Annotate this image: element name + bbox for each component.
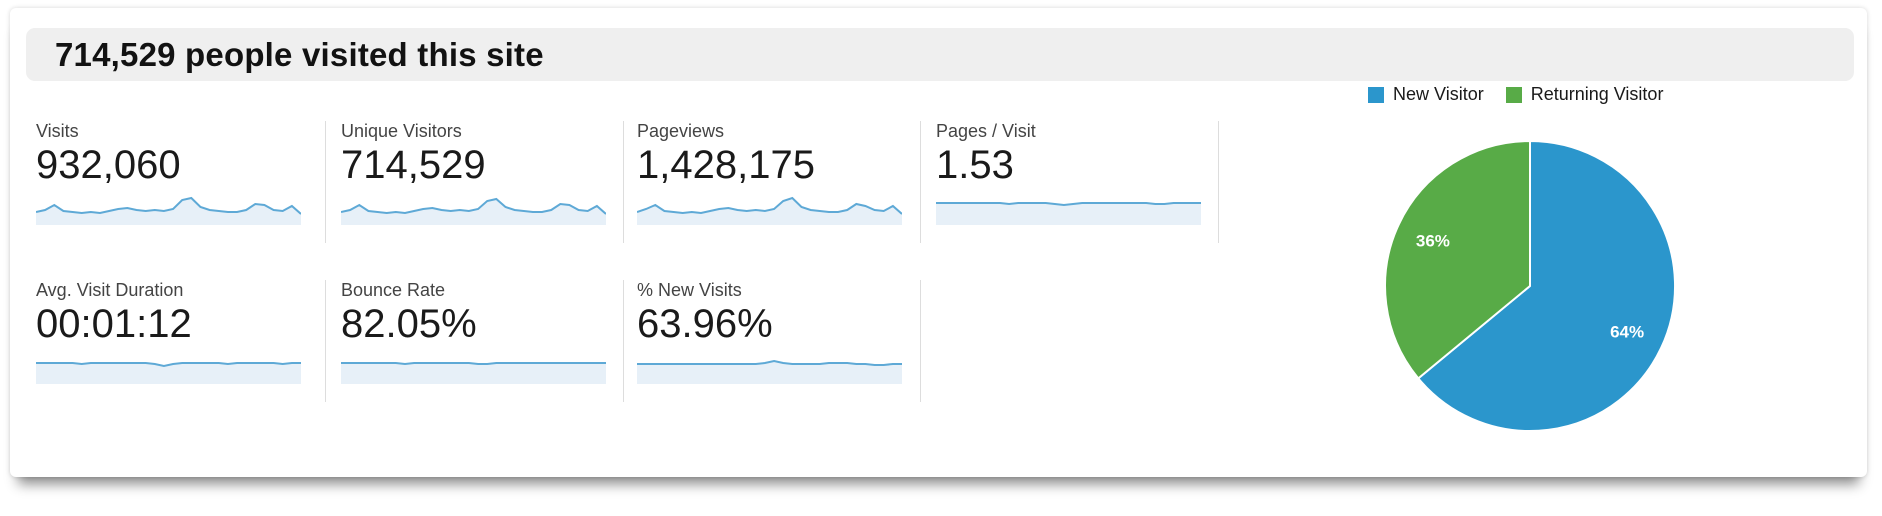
sparkline-fill [637,361,902,384]
metric-label: Unique Visitors [341,121,462,141]
pie-slice-label: 36% [1416,231,1450,250]
metric-value: 932,060 [36,143,181,187]
legend-item-returning-visitor: Returning Visitor [1505,84,1664,105]
sparkline-fill [36,198,301,225]
metric-pages-per-visit[interactable]: Pages / Visit 1.53 [936,121,1219,243]
metric-value: 63.96% [637,302,773,346]
sparkline-chart [637,359,902,384]
metric-pageviews[interactable]: Pageviews 1,428,175 [637,121,921,243]
metric-avg-visit-duration[interactable]: Avg. Visit Duration 00:01:12 [36,280,326,402]
metric-percent-new-visits[interactable]: % New Visits 63.96% [637,280,921,402]
pie-chart: 64% 36% [1384,140,1677,432]
new-visitor-swatch-icon [1368,86,1384,103]
sparkline-line [637,196,902,215]
sparkline-fill [637,198,902,225]
pie-slice-label: 64% [1610,323,1644,342]
metric-value: 1,428,175 [637,143,815,187]
page-title: 714,529 people visited this site [55,36,544,73]
sparkline-line [936,202,1201,207]
analytics-overview-card: 714,529 people visited this site Visits … [10,8,1867,477]
sparkline-line [341,362,606,366]
pie-legend: New Visitor Returning Visitor [1368,84,1685,105]
pie-slice-returning-visitor[interactable] [1384,140,1531,380]
sparkline-fill [341,199,606,225]
sparkline-chart [36,362,301,384]
metric-label: % New Visits [637,280,742,300]
metric-visits[interactable]: Visits 932,060 [36,121,326,243]
legend-label: Returning Visitor [1530,84,1664,104]
metric-value: 1.53 [936,143,1014,187]
sparkline-chart [341,362,606,384]
sparkline-chart [36,196,301,225]
metric-value: 714,529 [341,143,486,187]
visitors-summary-header: 714,529 people visited this site [26,28,1854,81]
metric-label: Pageviews [637,121,725,141]
metric-value: 82.05% [341,302,477,346]
metric-label: Bounce Rate [341,280,446,300]
metric-label: Avg. Visit Duration [36,280,184,300]
metric-unique-visitors[interactable]: Unique Visitors 714,529 [341,121,624,243]
pie-slice-new-visitor[interactable] [1417,140,1677,432]
metric-bounce-rate[interactable]: Bounce Rate 82.05% [341,280,624,402]
sparkline-line [36,362,301,368]
sparkline-line [36,196,301,215]
metric-label: Pages / Visit [936,121,1036,141]
returning-visitor-swatch-icon [1505,86,1522,103]
sparkline-line [637,359,902,366]
sparkline-chart [936,202,1201,225]
sparkline-line [341,197,606,215]
metric-label: Visits [36,121,79,141]
sparkline-fill [36,363,301,384]
sparkline-fill [341,363,606,384]
sparkline-fill [936,203,1201,225]
legend-item-new-visitor: New Visitor [1368,84,1484,105]
sparkline-chart [341,197,606,225]
sparkline-chart [637,196,902,225]
metric-value: 00:01:12 [36,302,192,346]
legend-label: New Visitor [1393,84,1484,104]
